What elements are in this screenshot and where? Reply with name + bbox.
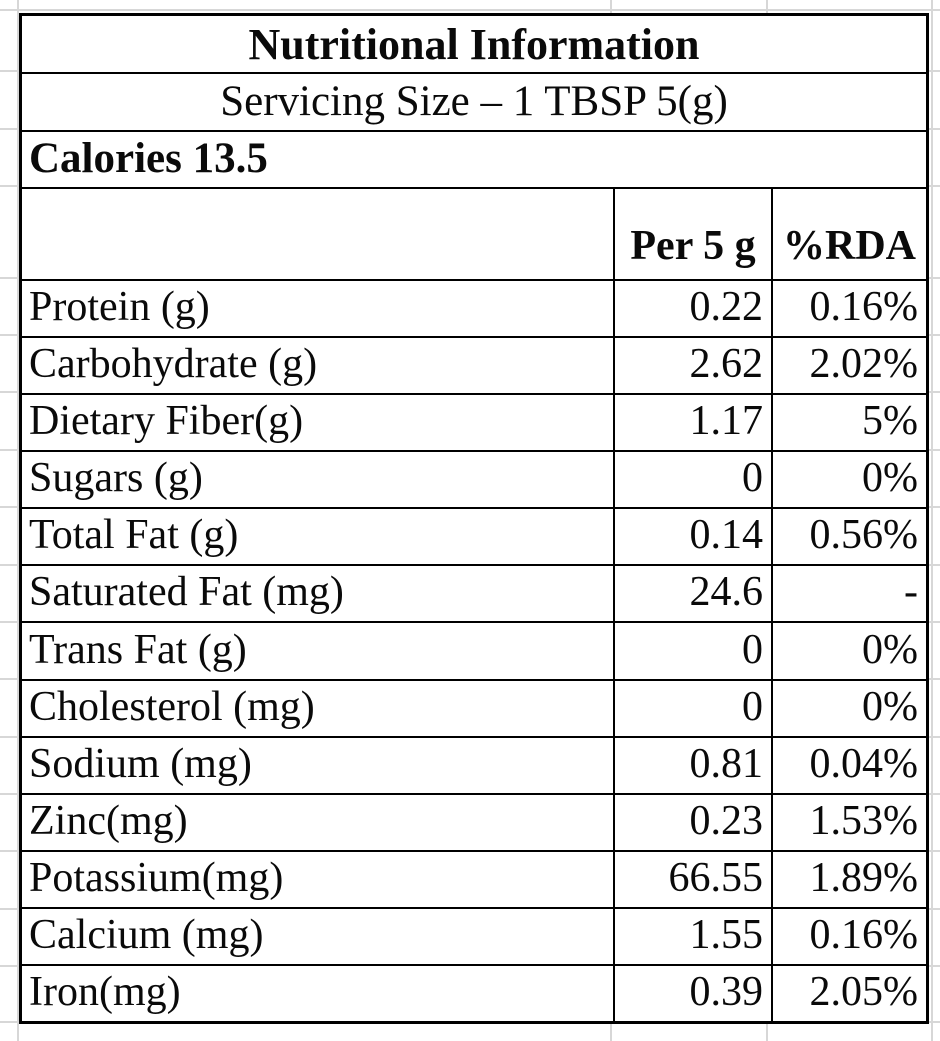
- nutrient-per5g-value: 2.62: [689, 341, 764, 388]
- nutrient-per5g-cell[interactable]: 0.39: [613, 963, 771, 1021]
- gridline-vertical: [17, 0, 19, 1041]
- nutrient-per5g-value: 0.22: [689, 284, 764, 331]
- nutrient-rda-value: 5%: [862, 398, 918, 445]
- nutrient-per5g-cell[interactable]: 0.22: [613, 279, 771, 337]
- nutrition-table: Nutritional Information Servicing Size –…: [19, 13, 929, 1024]
- nutrient-rda-cell[interactable]: 0%: [771, 621, 926, 679]
- nutrient-per5g-value: 0: [742, 626, 763, 673]
- nutrient-label: Calcium (mg): [29, 911, 264, 958]
- nutrient-rda-value: -: [904, 569, 918, 616]
- nutrient-rda-value: 0.16%: [809, 284, 919, 331]
- serving-size-text: Servicing Size – 1 TBSP 5(g): [220, 78, 728, 125]
- nutrient-per5g-value: 0.23: [689, 797, 764, 844]
- nutrient-rda-cell[interactable]: 0.04%: [771, 735, 926, 793]
- nutrient-rda-value: 0%: [862, 626, 918, 673]
- nutrient-label-cell[interactable]: Trans Fat (g): [22, 621, 613, 678]
- nutrient-per5g-cell[interactable]: 1.17: [613, 393, 771, 451]
- nutrient-label-cell[interactable]: Calcium (mg): [22, 906, 613, 964]
- nutrient-per5g-value: 0.81: [689, 740, 764, 787]
- nutrient-label: Cholesterol (mg): [29, 683, 315, 730]
- nutrient-per5g-cell[interactable]: 0.23: [613, 792, 771, 850]
- nutrient-per5g-value: 1.17: [689, 398, 764, 445]
- nutrient-rda-cell[interactable]: 0.16%: [771, 279, 926, 337]
- nutrient-label: Dietary Fiber(g): [29, 398, 304, 445]
- nutrient-rda-cell[interactable]: 0.56%: [771, 507, 926, 565]
- nutrient-rda-value: 0.16%: [809, 911, 919, 958]
- serving-size-cell[interactable]: Servicing Size – 1 TBSP 5(g): [22, 72, 926, 130]
- nutrient-label-cell[interactable]: Carbohydrate (g): [22, 336, 613, 393]
- nutrient-label-cell[interactable]: Sodium (mg): [22, 735, 613, 793]
- table-title: Nutritional Information: [248, 20, 700, 69]
- nutrient-rda-cell[interactable]: 2.02%: [771, 336, 926, 394]
- header-per5g-cell[interactable]: Per 5 g: [613, 187, 771, 279]
- nutrient-label-cell[interactable]: Dietary Fiber(g): [22, 393, 613, 450]
- nutrient-rda-cell[interactable]: 5%: [771, 393, 926, 451]
- nutrient-per5g-cell[interactable]: 2.62: [613, 336, 771, 394]
- nutrient-label: Total Fat (g): [29, 512, 239, 559]
- nutrient-rda-value: 1.89%: [809, 854, 919, 901]
- nutrient-per5g-value: 0: [742, 455, 763, 502]
- nutrient-label-cell[interactable]: Cholesterol (mg): [22, 678, 613, 736]
- calories-cell[interactable]: Calories 13.5: [22, 130, 926, 187]
- nutrient-rda-value: 1.53%: [809, 797, 919, 844]
- nutrient-per5g-value: 1.55: [689, 911, 764, 958]
- nutrient-label-cell[interactable]: Zinc(mg): [22, 792, 613, 850]
- header-rda-cell[interactable]: %RDA: [771, 187, 926, 279]
- table-title-cell[interactable]: Nutritional Information: [22, 16, 926, 72]
- calories-text: Calories 13.5: [29, 135, 268, 182]
- nutrient-per5g-cell[interactable]: 0.14: [613, 507, 771, 565]
- nutrient-rda-cell[interactable]: 1.89%: [771, 849, 926, 907]
- nutrient-label: Protein (g): [29, 284, 210, 331]
- nutrient-label: Potassium(mg): [29, 854, 284, 901]
- nutrient-rda-value: 0.04%: [809, 740, 919, 787]
- nutrient-rda-value: 0%: [862, 683, 918, 730]
- nutrient-label: Carbohydrate (g): [29, 341, 318, 388]
- nutrient-per5g-value: 0.39: [689, 969, 764, 1015]
- nutrient-per5g-cell[interactable]: 1.55: [613, 906, 771, 964]
- nutrient-label-cell[interactable]: Potassium(mg): [22, 849, 613, 907]
- nutrient-label-cell[interactable]: Saturated Fat (mg): [22, 564, 613, 621]
- gridline-vertical: [931, 0, 933, 1041]
- nutrient-per5g-value: 66.55: [668, 854, 764, 901]
- nutrient-rda-cell[interactable]: 1.53%: [771, 792, 926, 850]
- nutrient-rda-value: 0%: [862, 455, 918, 502]
- nutrient-label: Iron(mg): [29, 969, 181, 1015]
- nutrient-label: Trans Fat (g): [29, 626, 247, 673]
- nutrient-per5g-value: 0.14: [689, 512, 764, 559]
- header-blank-cell[interactable]: [22, 187, 613, 279]
- nutrient-rda-cell[interactable]: -: [771, 564, 926, 622]
- nutrient-per5g-cell[interactable]: 0: [613, 450, 771, 508]
- nutrient-rda-value: 2.05%: [809, 969, 919, 1015]
- header-rda-text: %RDA: [783, 223, 916, 269]
- nutrient-per5g-value: 24.6: [689, 569, 764, 616]
- nutrient-label-cell[interactable]: Total Fat (g): [22, 507, 613, 564]
- header-per5g-text: Per 5 g: [630, 223, 756, 269]
- nutrient-label-cell[interactable]: Protein (g): [22, 279, 613, 336]
- nutrient-per5g-value: 0: [742, 683, 763, 730]
- nutrient-rda-cell[interactable]: 0%: [771, 678, 926, 736]
- nutrient-label: Zinc(mg): [29, 797, 188, 844]
- nutrient-per5g-cell[interactable]: 0: [613, 621, 771, 679]
- nutrient-label: Sodium (mg): [29, 740, 252, 787]
- nutrient-label-cell[interactable]: Iron(mg): [22, 963, 613, 1021]
- nutrient-rda-cell[interactable]: 0%: [771, 450, 926, 508]
- nutrient-rda-cell[interactable]: 0.16%: [771, 906, 926, 964]
- nutrient-rda-value: 0.56%: [809, 512, 919, 559]
- nutrient-per5g-cell[interactable]: 0: [613, 678, 771, 736]
- nutrient-per5g-cell[interactable]: 66.55: [613, 849, 771, 907]
- nutrient-label: Sugars (g): [29, 455, 203, 502]
- nutrient-rda-cell[interactable]: 2.05%: [771, 963, 926, 1021]
- nutrient-label-cell[interactable]: Sugars (g): [22, 450, 613, 507]
- nutrient-per5g-cell[interactable]: 24.6: [613, 564, 771, 622]
- gridline-horizontal: [0, 9, 940, 11]
- nutrient-per5g-cell[interactable]: 0.81: [613, 735, 771, 793]
- nutrient-rda-value: 2.02%: [809, 341, 919, 388]
- nutrient-label: Saturated Fat (mg): [29, 569, 344, 616]
